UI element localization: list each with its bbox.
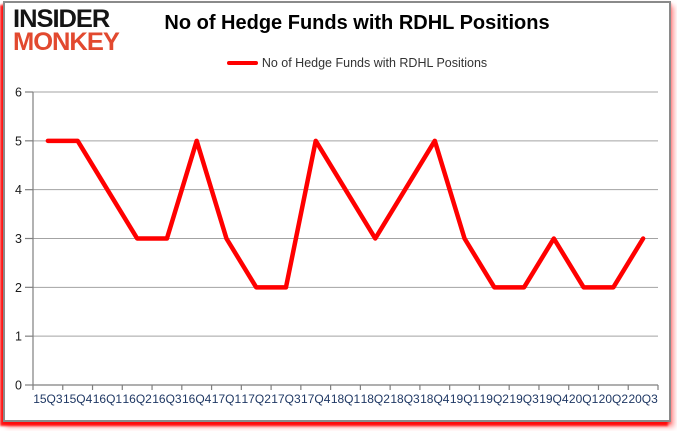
legend: No of Hedge Funds with RDHL Positions [45,56,669,70]
x-axis-tick-label: 19Q4 [539,392,569,406]
chart-panel: INSIDER MONKEY No of Hedge Funds with RD… [3,1,671,422]
x-axis-tick-label: 20Q3 [628,392,658,406]
x-axis-tick-label: 17Q4 [301,392,331,406]
y-axis-tick-label: 1 [15,330,22,344]
x-axis-tick-label: 16Q1 [93,392,123,406]
x-axis-tick-label: 17Q1 [212,392,242,406]
y-axis-tick-label: 5 [15,134,22,148]
x-axis-tick-label: 15Q3 [33,392,63,406]
x-axis-tick-label: 16Q4 [182,392,212,406]
y-axis-tick-label: 0 [15,379,22,393]
x-axis-tick-label: 18Q3 [390,392,420,406]
y-axis-tick-label: 4 [15,183,22,197]
y-axis-tick-label: 3 [15,232,22,246]
y-axis-tick-label: 6 [15,86,22,100]
x-axis-tick-label: 19Q2 [480,392,510,406]
x-axis-tick-label: 20Q1 [569,392,599,406]
x-axis-tick-label: 18Q2 [361,392,391,406]
x-axis-tick-label: 16Q2 [122,392,152,406]
y-axis-tick-label: 2 [15,281,22,295]
legend-label: No of Hedge Funds with RDHL Positions [261,56,488,70]
chart-title: No of Hedge Funds with RDHL Positions [164,12,550,34]
logo-word-monkey: MONKEY [13,28,120,56]
x-axis-tick-label: 17Q2 [242,392,272,406]
x-axis-tick-label: 19Q1 [450,392,480,406]
x-axis-tick-label: 16Q3 [152,392,182,406]
x-axis-tick-label: 18Q1 [331,392,361,406]
series-line-hedge-fund-positions [45,138,646,290]
logo-word-insider: INSIDER [13,5,110,33]
x-axis-tick-label: 20Q2 [599,392,629,406]
x-axis-tick-label: 19Q3 [509,392,539,406]
x-axis-tick-label: 15Q4 [63,392,93,406]
x-axis-tick-label: 18Q4 [420,392,450,406]
legend-line-swatch [226,61,258,65]
insider-monkey-logo: INSIDER MONKEY [13,5,120,56]
x-axis-tick-label: 17Q3 [271,392,301,406]
